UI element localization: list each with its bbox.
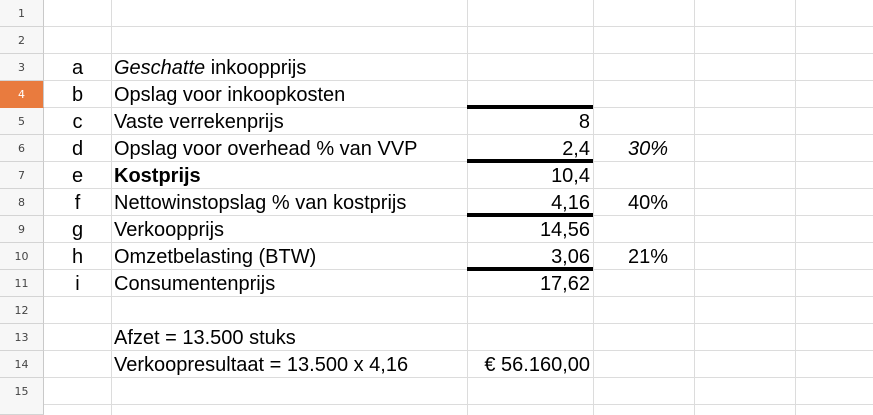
- row-header-6[interactable]: 6: [0, 135, 44, 162]
- cell-b8[interactable]: Nettowinstopslag % van kostprijs: [114, 192, 407, 214]
- cell-c5[interactable]: 8: [578, 111, 590, 133]
- cell-b10[interactable]: Omzetbelasting (BTW): [114, 246, 317, 268]
- cell-a6[interactable]: d: [71, 138, 84, 160]
- row-header-2[interactable]: 2: [0, 27, 44, 54]
- grid-row-9: [44, 216, 873, 243]
- cell-b3[interactable]: Geschatte inkoopprijs: [111, 55, 467, 81]
- grid-row-12: [44, 297, 873, 324]
- row-header-4[interactable]: 4: [0, 81, 44, 108]
- col-divider-c: [593, 0, 594, 415]
- row-header-11[interactable]: 11: [0, 270, 44, 297]
- row-header-5[interactable]: 5: [0, 108, 44, 135]
- col-divider-a: [111, 0, 112, 415]
- cell-b4[interactable]: Opslag voor inkoopkosten: [114, 84, 346, 106]
- cell-d6[interactable]: 30%: [627, 138, 668, 160]
- border-below-row-6: [467, 159, 593, 163]
- grid-row-4: [44, 81, 873, 108]
- cell-c10[interactable]: 3,06: [551, 246, 590, 268]
- cell-b3-italic: Geschatte: [114, 57, 206, 79]
- row-header-15[interactable]: 15: [0, 378, 44, 415]
- row-header-1[interactable]: 1: [0, 0, 44, 27]
- grid-row-10: [44, 243, 873, 270]
- grid-row-5: [44, 108, 873, 135]
- grid-row-14: [44, 351, 873, 378]
- cell-b3-rest: inkoopprijs: [205, 57, 307, 79]
- cell-b13[interactable]: Afzet = 13.500 stuks: [114, 327, 296, 349]
- grid-row-1: [44, 0, 873, 27]
- cell-b7[interactable]: Kostprijs: [114, 165, 201, 187]
- row-header-3[interactable]: 3: [0, 54, 44, 81]
- grid-row-8: [44, 189, 873, 216]
- cell-a9[interactable]: g: [71, 219, 84, 241]
- cell-c9[interactable]: 14,56: [539, 219, 590, 241]
- grid-row-6: [44, 135, 873, 162]
- border-above-row-5: [467, 105, 593, 109]
- cell-c7[interactable]: 10,4: [551, 165, 590, 187]
- cell-a8[interactable]: f: [74, 192, 81, 214]
- cell-b5[interactable]: Vaste verrekenprijs: [114, 111, 284, 133]
- cell-b6[interactable]: Opslag voor overhead % van VVP: [114, 138, 418, 160]
- row-header-10[interactable]: 10: [0, 243, 44, 270]
- row-header-7[interactable]: 7: [0, 162, 44, 189]
- border-below-row-8: [467, 213, 593, 217]
- grid-row-3: [44, 54, 873, 81]
- row-header-14[interactable]: 14: [0, 351, 44, 378]
- cell-a3[interactable]: a: [71, 57, 84, 79]
- cell-a4[interactable]: b: [71, 84, 84, 106]
- cell-c6[interactable]: 2,4: [562, 138, 590, 160]
- grid-row-13: [44, 324, 873, 351]
- cell-c8[interactable]: 4,16: [551, 192, 590, 214]
- grid-row-7: [44, 162, 873, 189]
- cell-a5[interactable]: c: [72, 111, 83, 133]
- cell-a7[interactable]: e: [71, 165, 84, 187]
- row-header-8[interactable]: 8: [0, 189, 44, 216]
- cell-a10[interactable]: h: [71, 246, 84, 268]
- grid-row-11: [44, 270, 873, 297]
- col-divider-e: [795, 0, 796, 415]
- cell-d8[interactable]: 40%: [627, 192, 668, 214]
- cell-b14[interactable]: Verkoopresultaat = 13.500 x 4,16: [114, 354, 409, 376]
- cell-b9[interactable]: Verkoopprijs: [114, 219, 225, 241]
- row-header-9[interactable]: 9: [0, 216, 44, 243]
- grid-row-2: [44, 27, 873, 54]
- row-header-13[interactable]: 13: [0, 324, 44, 351]
- border-below-row-10: [467, 267, 593, 271]
- col-divider-b: [467, 0, 468, 415]
- cell-a11[interactable]: i: [75, 273, 80, 295]
- grid-row-15: [44, 378, 873, 405]
- row-header-12[interactable]: 12: [0, 297, 44, 324]
- cell-c14[interactable]: € 56.160,00: [484, 354, 590, 376]
- cell-c11[interactable]: 17,62: [539, 273, 590, 295]
- col-divider-d: [694, 0, 695, 415]
- cell-d10[interactable]: 21%: [627, 246, 668, 268]
- cell-b11[interactable]: Consumentenprijs: [114, 273, 276, 295]
